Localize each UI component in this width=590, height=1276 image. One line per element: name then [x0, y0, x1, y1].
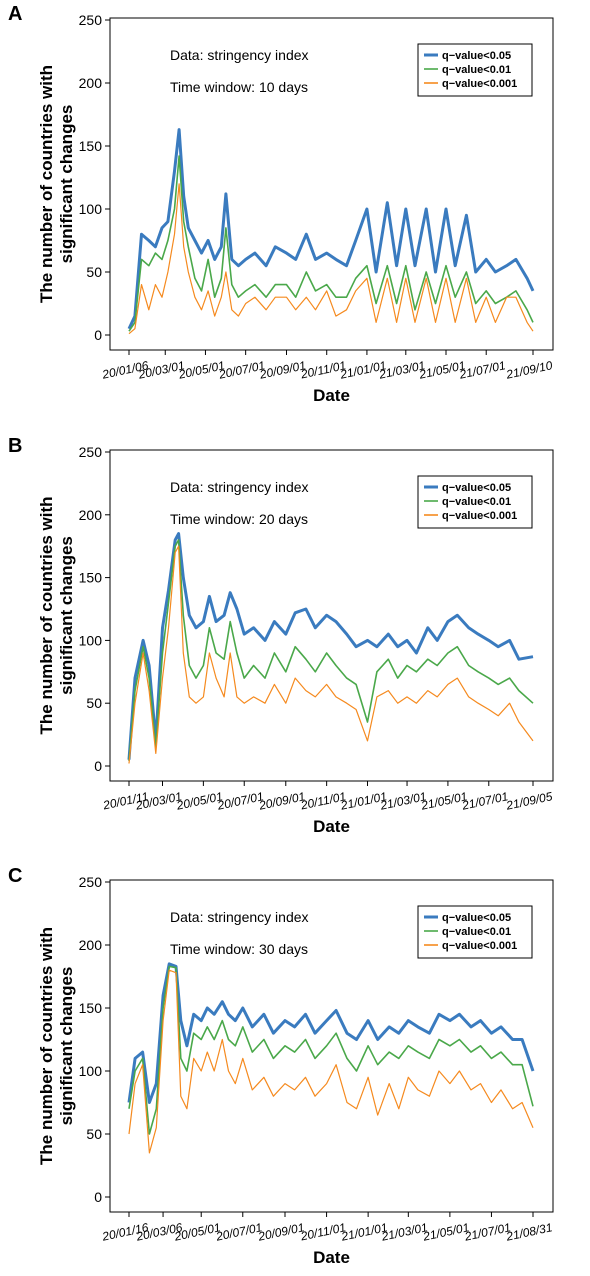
plot-frame [109, 449, 554, 782]
panel-letter: B [8, 435, 22, 457]
y-tick-label: 100 [79, 201, 103, 217]
legend-label: q−value<0.05 [442, 482, 511, 494]
y-tick-label: 100 [79, 1063, 103, 1079]
y-tick-label: 250 [79, 874, 103, 890]
y-tick-label: 100 [79, 632, 103, 648]
legend-label: q−value<0.01 [442, 64, 511, 76]
series-line-3 [128, 545, 534, 764]
legend-label: q−value<0.01 [442, 926, 511, 938]
y-axis-title-line: The number of countries with [37, 65, 56, 303]
y-tick-label: 150 [79, 138, 103, 154]
series-line-2 [128, 965, 534, 1135]
series-line-1 [127, 962, 535, 1104]
y-tick-label: 200 [79, 75, 103, 91]
legend-label: q−value<0.01 [442, 496, 511, 508]
y-axis-title-line: The number of countries with [37, 496, 56, 734]
series-line-2 [128, 539, 534, 762]
y-tick-label: 250 [79, 444, 103, 460]
x-tick-label: 21/09/10 [504, 358, 554, 382]
series-line-3 [128, 183, 534, 335]
x-tick-label: 21/07/01 [457, 358, 507, 382]
y-tick-label: 0 [94, 1189, 102, 1205]
annotation-text: Time window: 10 days [170, 79, 308, 95]
legend-label: q−value<0.001 [442, 510, 517, 522]
y-axis-title: The number of countries withsignificant … [37, 496, 76, 734]
annotation-text: Data: stringency index [170, 47, 309, 63]
y-axis-title: The number of countries withsignificant … [37, 65, 76, 303]
y-tick-label: 0 [94, 758, 102, 774]
y-tick-label: 50 [86, 264, 102, 280]
y-axis-title-line: significant changes [57, 105, 76, 264]
x-tick-label: 21/08/31 [504, 1220, 554, 1244]
legend-label: q−value<0.05 [442, 912, 511, 924]
annotation-text: Time window: 30 days [170, 941, 308, 957]
panel-letter: A [8, 3, 22, 25]
series-line-1 [127, 128, 535, 330]
legend-label: q−value<0.05 [442, 50, 511, 62]
y-axis-title-line: The number of countries with [37, 927, 56, 1165]
legend-label: q−value<0.001 [442, 940, 517, 952]
series-line-2 [128, 155, 534, 332]
y-axis-title-line: significant changes [57, 536, 76, 695]
x-tick-label: 20/09/01 [256, 1220, 306, 1244]
legend-box [417, 43, 533, 97]
panel-letter: C [8, 865, 22, 887]
x-axis-title: Date [313, 1248, 350, 1267]
y-tick-label: 250 [79, 12, 103, 28]
plot-frame [109, 17, 554, 351]
series-line-1 [127, 532, 534, 760]
y-axis-title: The number of countries withsignificant … [37, 927, 76, 1165]
y-tick-label: 150 [79, 1000, 103, 1016]
y-tick-label: 50 [86, 1126, 102, 1142]
chart-panel-a: A05010015020025020/01/0620/03/0120/05/01… [8, 3, 554, 405]
legend-label: q−value<0.001 [442, 78, 517, 90]
series-line-3 [128, 969, 534, 1154]
y-tick-label: 0 [94, 327, 102, 343]
x-tick-label: 21/09/05 [504, 789, 554, 813]
plot-frame [109, 879, 554, 1213]
y-tick-label: 150 [79, 570, 103, 586]
x-tick-label: 20/07/01 [214, 1220, 264, 1244]
x-axis-title: Date [313, 817, 350, 836]
y-tick-label: 200 [79, 937, 103, 953]
legend-box [417, 905, 533, 959]
x-axis-title: Date [313, 386, 350, 405]
chart-panel-b: B05010015020025020/01/1120/03/0120/05/01… [8, 435, 554, 836]
x-tick-label: 20/09/01 [257, 789, 307, 813]
y-tick-label: 50 [86, 695, 102, 711]
annotation-text: Data: stringency index [170, 909, 309, 925]
y-tick-label: 200 [79, 507, 103, 523]
legend-box [417, 475, 533, 529]
x-tick-label: 21/07/01 [460, 789, 510, 813]
annotation-text: Data: stringency index [170, 479, 309, 495]
annotation-text: Time window: 20 days [170, 511, 308, 527]
chart-panel-c: C05010015020025020/01/1620/03/0620/05/01… [8, 865, 554, 1267]
y-axis-title-line: significant changes [57, 967, 76, 1126]
